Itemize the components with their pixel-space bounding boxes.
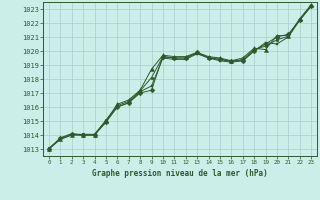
X-axis label: Graphe pression niveau de la mer (hPa): Graphe pression niveau de la mer (hPa) [92,169,268,178]
